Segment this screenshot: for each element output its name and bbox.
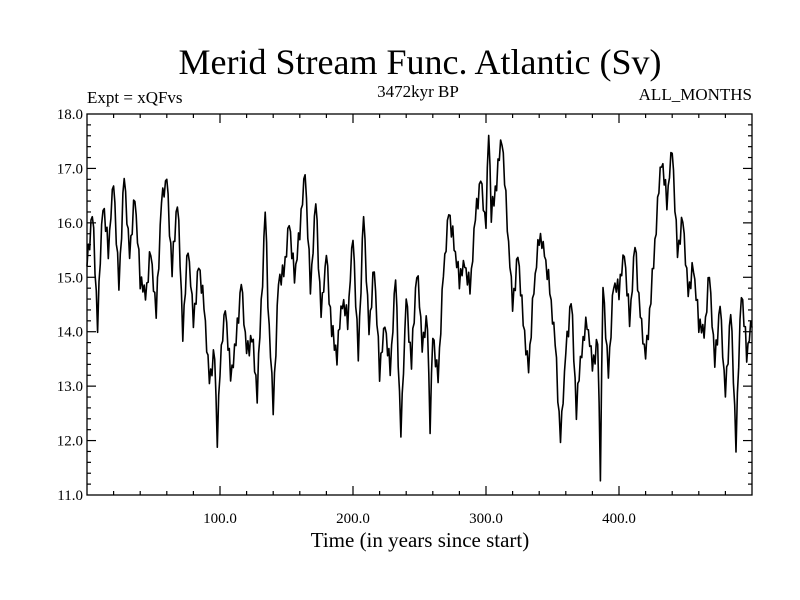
- series-line: [86, 134, 753, 482]
- months-label: ALL_MONTHS: [639, 85, 752, 104]
- y-tick-label: 12.0: [57, 434, 83, 450]
- y-tick-label: 13.0: [57, 379, 83, 395]
- y-tick-label: 15.0: [57, 270, 83, 286]
- y-tick-label: 11.0: [57, 488, 83, 504]
- experiment-label: Expt = xQFvs: [87, 88, 183, 107]
- plot-frame: [86, 113, 753, 496]
- x-tick-label: 300.0: [469, 511, 503, 527]
- tick-labels: 11.0 12.0 13.0 14.0 15.0 16.0 17.0 18.0 100.0 200…: [57, 107, 636, 527]
- y-tick-label: 18.0: [57, 107, 83, 123]
- chart-title: Merid Stream Func. Atlantic (Sv): [179, 42, 662, 82]
- x-axis-title: Time (in years since start): [311, 528, 530, 552]
- x-tick-label: 200.0: [336, 511, 370, 527]
- y-tick-label: 17.0: [57, 161, 83, 177]
- y-tick-label: 14.0: [57, 325, 83, 341]
- x-tick-label: 400.0: [602, 511, 636, 527]
- y-tick-label: 16.0: [57, 216, 83, 232]
- x-tick-label: 100.0: [203, 511, 237, 527]
- period-label: 3472kyr BP: [377, 82, 459, 101]
